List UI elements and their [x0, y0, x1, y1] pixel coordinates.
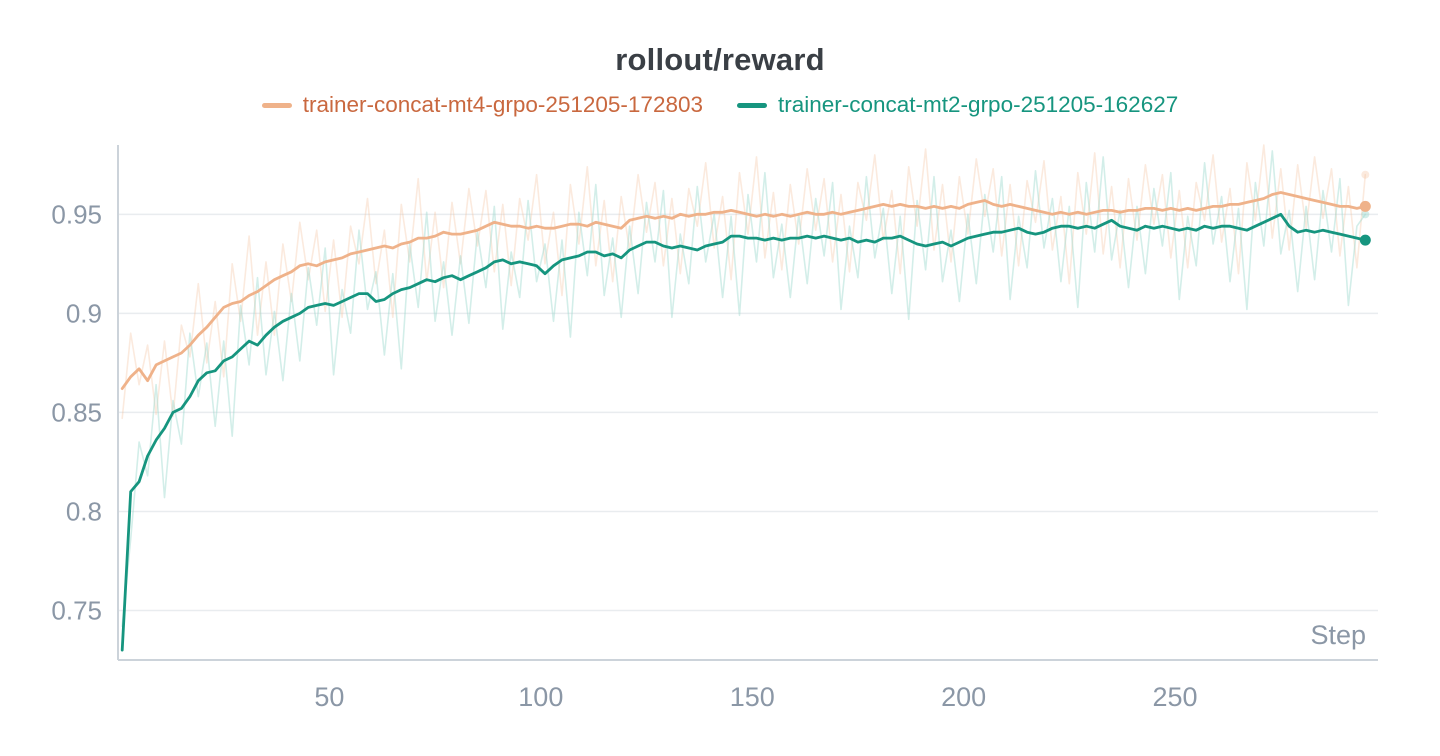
legend: trainer-concat-mt4-grpo-251205-172803 tr…	[0, 92, 1440, 118]
svg-text:0.95: 0.95	[51, 199, 102, 229]
series-endpoint-dot	[1359, 234, 1371, 246]
legend-item-run1[interactable]: trainer-concat-mt4-grpo-251205-172803	[261, 92, 703, 118]
series-endpoint-dot	[1359, 200, 1371, 212]
series-endpoint-dot	[1361, 170, 1370, 179]
series-line-raw-run1	[121, 144, 1367, 420]
series-line-raw-run2	[121, 150, 1367, 628]
legend-item-run2[interactable]: trainer-concat-mt2-grpo-251205-162627	[737, 92, 1178, 118]
legend-label-run1: trainer-concat-mt4-grpo-251205-172803	[302, 92, 703, 117]
svg-text:150: 150	[730, 682, 775, 712]
series-line-run1	[120, 191, 1367, 391]
legend-label-run2: trainer-concat-mt2-grpo-251205-162627	[778, 92, 1179, 117]
svg-text:100: 100	[518, 682, 563, 712]
svg-text:200: 200	[941, 682, 986, 712]
legend-swatch-run1-icon	[261, 102, 292, 108]
series-line-run2	[120, 212, 1367, 652]
svg-text:50: 50	[314, 682, 344, 712]
svg-text:Step: Step	[1310, 620, 1366, 650]
svg-text:0.85: 0.85	[51, 397, 102, 427]
svg-text:0.9: 0.9	[66, 298, 102, 328]
series-endpoint-dot	[1361, 210, 1370, 219]
legend-swatch-run2-icon	[737, 102, 767, 108]
svg-text:0.75: 0.75	[51, 595, 102, 625]
svg-text:0.8: 0.8	[66, 496, 102, 526]
svg-text:250: 250	[1153, 682, 1198, 712]
chart-title: rollout/reward	[615, 42, 825, 77]
